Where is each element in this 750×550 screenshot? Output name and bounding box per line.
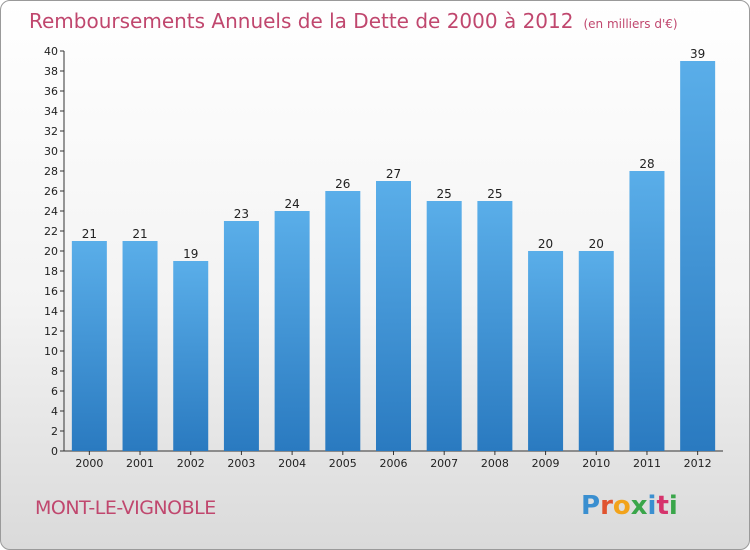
- x-tick-label-2009: 2009: [532, 457, 560, 470]
- proxiti-logo: Proxiti: [581, 491, 678, 521]
- y-tick-label: 26: [44, 185, 58, 198]
- x-tick-label-2005: 2005: [329, 457, 357, 470]
- chart-title: Remboursements Annuels de la Dette de 20…: [29, 9, 678, 33]
- logo-letter: t: [656, 491, 669, 521]
- logo-letter: i: [647, 491, 657, 521]
- y-tick-label: 32: [44, 125, 58, 138]
- y-tick-label: 18: [44, 265, 58, 278]
- commune-name: MONT-LE-VIGNOBLE: [35, 497, 216, 519]
- bar-2001: [122, 241, 158, 451]
- x-tick-label-2002: 2002: [177, 457, 205, 470]
- logo-letter: i: [668, 491, 678, 521]
- logo-letter: x: [630, 491, 648, 521]
- y-tick-label: 4: [51, 405, 58, 418]
- x-tick-label-2007: 2007: [430, 457, 458, 470]
- chart-unit-note: (en milliers d'€): [583, 17, 678, 31]
- bar-2002: [173, 261, 209, 451]
- chart-title-text: Remboursements Annuels de la Dette de 20…: [29, 9, 574, 33]
- x-tick-label-2008: 2008: [481, 457, 509, 470]
- x-tick-label-2000: 2000: [75, 457, 103, 470]
- y-tick-label: 34: [44, 105, 58, 118]
- x-tick-label-2010: 2010: [582, 457, 610, 470]
- y-tick-label: 20: [44, 245, 58, 258]
- y-tick-label: 22: [44, 225, 58, 238]
- bar-2005: [325, 191, 361, 451]
- bar-2012: [680, 61, 716, 451]
- y-tick-label: 28: [44, 165, 58, 178]
- logo-letter: P: [581, 491, 601, 521]
- bar-2011: [629, 171, 665, 451]
- y-tick-label: 14: [44, 305, 58, 318]
- bar-2007: [426, 201, 462, 451]
- y-tick-label: 0: [51, 445, 58, 458]
- value-label-2000: 21: [82, 227, 97, 241]
- y-tick-label: 40: [44, 45, 58, 58]
- value-label-2001: 21: [132, 227, 147, 241]
- value-label-2008: 25: [487, 187, 502, 201]
- value-label-2002: 19: [183, 247, 198, 261]
- y-tick-label: 24: [44, 205, 58, 218]
- y-tick-label: 10: [44, 345, 58, 358]
- x-tick-label-2012: 2012: [684, 457, 712, 470]
- value-label-2004: 24: [284, 197, 299, 211]
- value-label-2007: 25: [437, 187, 452, 201]
- x-tick-label-2004: 2004: [278, 457, 306, 470]
- value-label-2011: 28: [639, 157, 654, 171]
- value-label-2005: 26: [335, 177, 350, 191]
- logo-letter: r: [600, 491, 613, 521]
- y-tick-label: 2: [51, 425, 58, 438]
- value-label-2003: 23: [234, 207, 249, 221]
- y-tick-label: 8: [51, 365, 58, 378]
- y-tick-label: 12: [44, 325, 58, 338]
- bar-2000: [71, 241, 107, 451]
- bar-2008: [477, 201, 513, 451]
- bar-2009: [528, 251, 564, 451]
- x-tick-label-2003: 2003: [227, 457, 255, 470]
- bar-2003: [223, 221, 259, 451]
- y-tick-label: 6: [51, 385, 58, 398]
- y-tick-label: 36: [44, 85, 58, 98]
- bar-2006: [376, 181, 411, 451]
- y-tick-label: 16: [44, 285, 58, 298]
- y-tick-label: 30: [44, 145, 58, 158]
- value-label-2009: 20: [538, 237, 553, 251]
- x-tick-label-2011: 2011: [633, 457, 661, 470]
- y-tick-label: 38: [44, 65, 58, 78]
- value-label-2012: 39: [690, 47, 705, 61]
- x-tick-label-2006: 2006: [380, 457, 408, 470]
- value-label-2010: 20: [589, 237, 604, 251]
- value-label-2006: 27: [386, 167, 401, 181]
- bar-2004: [274, 211, 310, 451]
- x-tick-label-2001: 2001: [126, 457, 154, 470]
- bar-2010: [578, 251, 614, 451]
- logo-letter: o: [612, 491, 631, 521]
